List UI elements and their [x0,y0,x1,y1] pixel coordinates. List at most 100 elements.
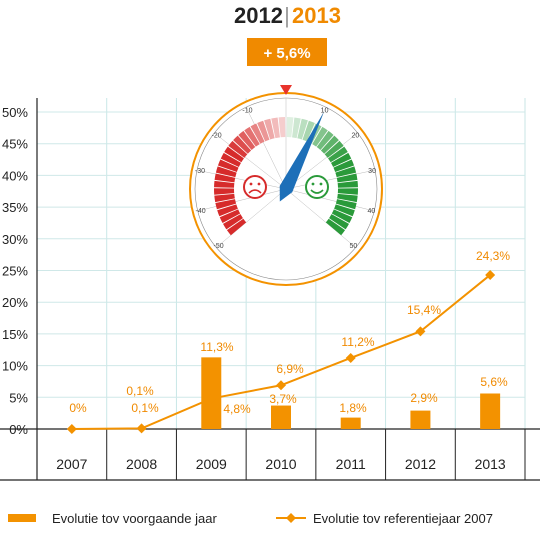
y-tick-label: 15% [2,327,28,342]
x-category-label: 2013 [475,456,506,472]
gauge-red-segment [278,117,286,138]
gauge-red-segment [219,209,241,224]
header-year-prev: 2012 [234,3,283,28]
gauge-green-segment [331,209,353,224]
gauge-radial-line [216,191,284,248]
gauge-red-segment [233,135,252,154]
legend-line-label: Evolutie tov referentiejaar 2007 [313,511,493,526]
line-series [66,269,496,434]
gauge-pointer-icon [280,85,292,95]
gauge-red-segment [214,180,235,188]
gauge-green-segment [337,193,358,203]
bar-value-label: 0,1% [126,384,154,398]
y-tick-label: 50% [2,105,28,120]
line-value-label: 11,2% [341,335,374,349]
gauge-radial-line [245,107,285,186]
bar-series [201,357,501,429]
gauge-radial-line [289,169,376,189]
y-tick-label: 0% [9,422,28,437]
sad-face-mouth [248,189,262,194]
gauge-green-segment [302,120,315,142]
gauge-red-segment [228,140,248,158]
gauge-red-segment [226,218,247,236]
line-marker [206,393,217,404]
bar-value-label: 2,9% [410,391,438,405]
bar-value-label: 1,8% [339,401,367,415]
gauge-tick-label: -30 [195,168,205,175]
gauge-radial-line [288,191,356,248]
line-value-label: 0,1% [131,401,159,415]
y-tick-label: 30% [2,232,28,247]
gauge-green-segment [334,204,355,217]
line-value-label: 4,8% [223,402,251,416]
x-axis: 2007 2008 2009 2010 2011 2012 2013 [56,456,506,472]
line-value-label: 6,9% [276,362,304,376]
gauge-red-segment [214,193,235,203]
gauge-red-segment [271,117,280,139]
gauge-green-segment [312,126,328,147]
y-tick-label: 25% [2,264,28,279]
line-marker [345,352,356,363]
gauge-red-segment [224,146,244,163]
gauge-radial-line [197,189,283,212]
y-tick-label: 5% [9,390,28,405]
happy-face-icon [305,175,329,199]
happy-face-outline [305,175,329,199]
bar [271,405,291,429]
gauge-tick-label: -50 [214,243,224,250]
gauge-green-segment [329,214,349,230]
gauge-green-segment [325,218,346,236]
gauge-red-segment [217,159,239,172]
gauge-radial-line [214,132,284,187]
gauge-tick-label: -40 [196,208,206,215]
y-tick-label: 45% [2,137,28,152]
bar [340,417,361,429]
gauge-tick-label: 40 [367,208,375,215]
gauge-green-segment [336,173,358,183]
y-tick-label: 10% [2,359,28,374]
gauge-green-segment [286,117,294,138]
x-category-label: 2008 [126,456,157,472]
x-category-label: 2010 [265,456,296,472]
gauge-green-segment [333,159,355,172]
data-labels: 0,1% 11,3% 3,7% 1,8% 2,9% 5,6% 0% 0,1% 4,8% 6,9% 1… [69,249,510,416]
gauge-radial-line [196,169,283,189]
change-badge [247,38,327,66]
sad-face-outline [243,175,267,199]
happy-face-eye [311,182,315,186]
gauge-green-segment [335,166,357,178]
gauge-green-segment [316,130,334,150]
line-marker [276,380,286,391]
header-year-curr: 2013 [292,3,341,28]
line-value-label: 0% [69,401,87,415]
gauge-red-segment [223,214,243,230]
gauge-green-segment [330,152,352,168]
header-separator: | [284,3,290,28]
legend-bar-label: Evolutie tov voorgaande jaar [52,511,217,526]
x-category-label: 2007 [56,456,87,472]
gauge-green-segment [292,117,301,139]
gauge-red-segment [220,152,242,168]
gauge: -50 -40 -30 -20 -10 10 20 30 40 50 [189,85,383,286]
y-tick-label: 35% [2,200,28,215]
gauge-tick-label: 20 [351,132,359,139]
x-category-label: 2011 [336,456,366,472]
legend: Evolutie tov voorgaande jaar Evolutie to… [8,511,493,526]
y-tick-label: 40% [2,168,28,183]
gauge-red-segment [244,126,260,147]
sad-face-icon [243,175,267,199]
bar [480,393,501,429]
legend-bar-swatch [8,514,36,522]
change-badge-label: + 5,6% [263,45,310,62]
bar-value-label: 11,3% [200,340,233,354]
gauge-red-segment [214,173,236,183]
line-value-label: 15,4% [407,303,441,317]
gauge-red-segment [217,204,238,217]
x-category-label: 2012 [405,456,436,472]
line-marker [485,269,496,280]
gauge-tick-label: -10 [242,107,252,114]
gauge-radial-line [288,132,358,187]
gauge-tick-label: 50 [350,243,358,250]
gauge-red-segment [257,120,270,142]
